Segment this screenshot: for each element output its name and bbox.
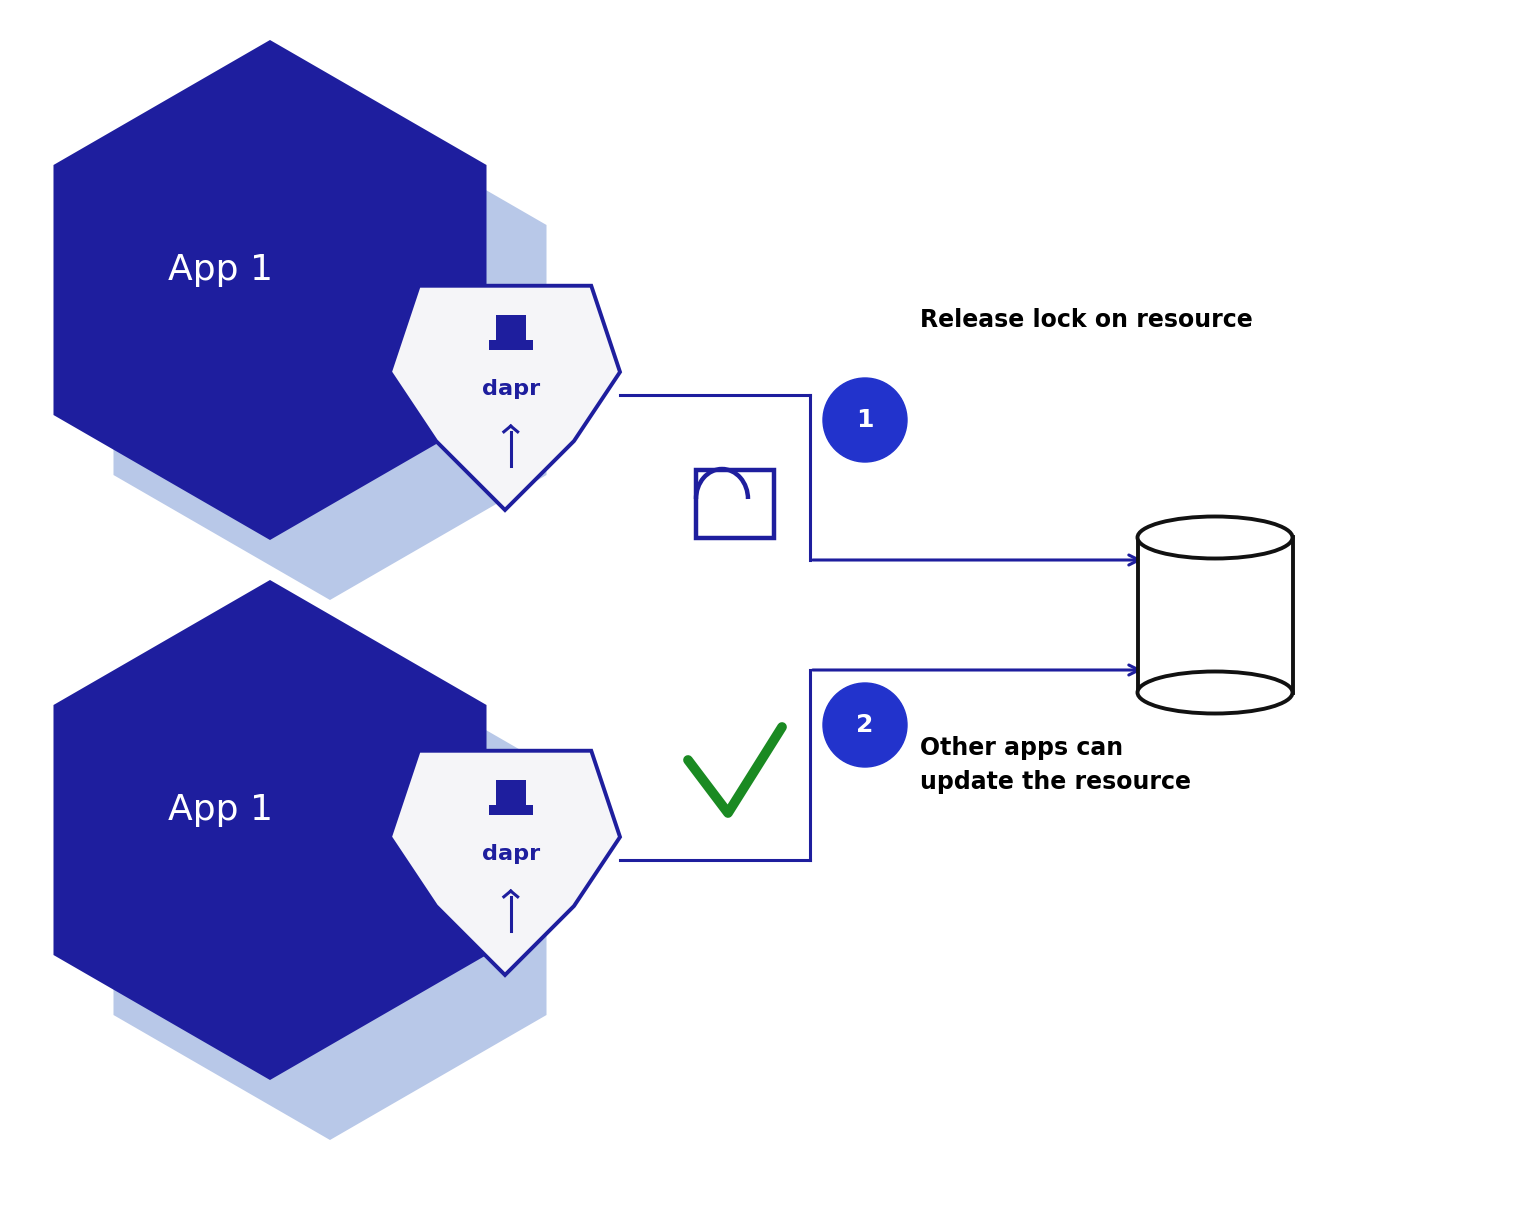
Ellipse shape (1137, 516, 1293, 559)
Bar (1137, 538, 1293, 693)
Text: 1: 1 (856, 407, 874, 432)
Polygon shape (113, 640, 546, 1139)
Polygon shape (391, 285, 620, 510)
Bar (696, 470, 774, 538)
Polygon shape (53, 580, 487, 1080)
Bar (488, 340, 533, 350)
Polygon shape (113, 100, 546, 600)
Text: 2: 2 (856, 712, 874, 737)
Circle shape (823, 378, 906, 462)
Text: Release lock on resource: Release lock on resource (920, 307, 1253, 332)
Text: App 1: App 1 (168, 253, 273, 287)
Bar (496, 315, 525, 340)
Bar (496, 780, 525, 805)
Circle shape (823, 683, 906, 767)
Bar (488, 805, 533, 815)
Text: dapr: dapr (482, 844, 540, 864)
Text: App 1: App 1 (168, 793, 273, 827)
Polygon shape (53, 40, 487, 540)
Ellipse shape (1137, 671, 1293, 714)
Polygon shape (391, 750, 620, 975)
Text: Other apps can
update the resource: Other apps can update the resource (920, 736, 1190, 794)
Text: dapr: dapr (482, 379, 540, 399)
